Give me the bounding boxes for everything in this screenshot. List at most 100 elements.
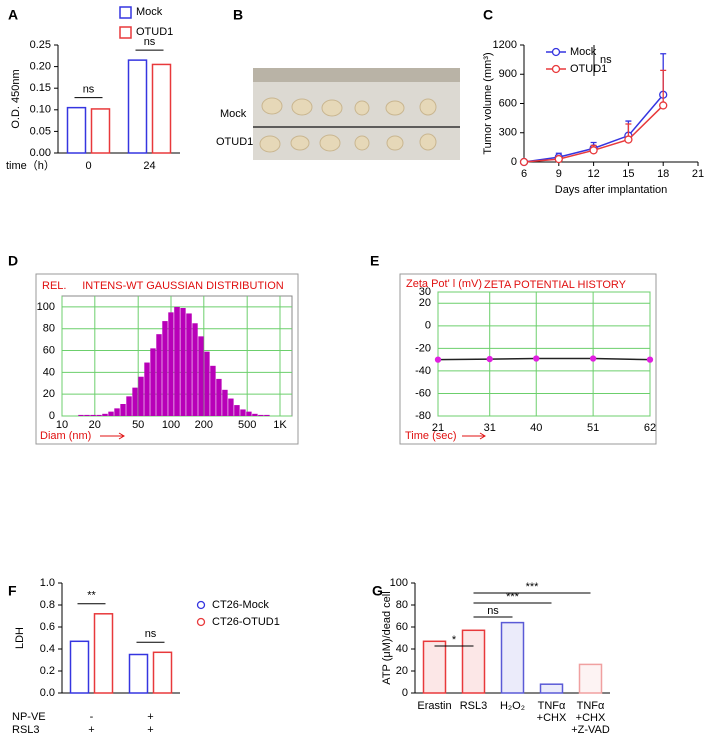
y-tick-label: 80 (43, 323, 55, 335)
y-tick-label: -80 (415, 410, 431, 422)
y-tick-label: 0 (402, 687, 408, 699)
label: Days after implantation (555, 184, 668, 196)
y-tick-label: -40 (415, 365, 431, 377)
y-axis-label: O.D. 450nm (10, 69, 22, 128)
bar (180, 308, 186, 416)
label: +Z-VAD (571, 724, 610, 736)
label: ns (145, 628, 157, 640)
y-tick-label: 0.10 (30, 104, 51, 116)
y-tick-label: 600 (499, 97, 517, 109)
row-label: Mock (220, 108, 247, 120)
legend-label: Mock (136, 6, 163, 18)
point (554, 154, 563, 164)
bar (174, 306, 180, 416)
bar (90, 414, 96, 416)
bar (93, 613, 114, 694)
y-tick-label: 0.25 (30, 39, 51, 51)
label: Diam (nm) (40, 430, 91, 442)
y-axis-label: Tumor volume (mm³) (482, 52, 494, 154)
legend-marker (551, 47, 561, 57)
bar (127, 59, 148, 154)
bar (120, 404, 126, 416)
panel-label: F (8, 583, 17, 599)
point (434, 356, 442, 363)
bar (198, 336, 204, 416)
legend-label: Mock (570, 46, 597, 58)
legend-label: CT26-Mock (212, 599, 269, 611)
bar (156, 334, 162, 416)
label: ns (487, 605, 499, 617)
plot-area (437, 291, 651, 417)
bar (102, 413, 108, 416)
x-tick-label: 18 (657, 168, 669, 180)
y-tick-label: 0.8 (40, 599, 55, 611)
panel-label: B (233, 7, 243, 23)
label: ns (144, 36, 156, 48)
label: 0 (85, 160, 91, 172)
point (486, 355, 493, 363)
bar (114, 408, 120, 416)
x-tick-label: 21 (432, 422, 444, 434)
bar (264, 414, 270, 416)
legend-swatch (119, 26, 132, 39)
bar (151, 63, 172, 154)
x-tick-label: 21 (692, 168, 704, 180)
y-tick-label: 0.20 (30, 61, 51, 73)
label: ZETA POTENTIAL HISTORY (484, 279, 627, 291)
label: Erastin (417, 700, 451, 712)
bar (240, 409, 246, 416)
bar (210, 365, 216, 416)
point (589, 146, 598, 155)
y-tick-label: 20 (43, 388, 55, 400)
bar (144, 362, 150, 416)
panel-frame (399, 273, 657, 445)
bar (69, 640, 90, 694)
bar (186, 313, 192, 416)
label: +CHX (576, 712, 606, 724)
bar (228, 398, 234, 416)
bar (258, 414, 264, 416)
label: ns (600, 54, 612, 66)
bar (108, 411, 114, 416)
point (624, 135, 633, 144)
legend-label: CT26-OTUD1 (212, 616, 280, 628)
x-tick-label: 50 (132, 419, 144, 431)
y-tick-label: 0.2 (40, 665, 55, 677)
bar (132, 387, 138, 416)
point (646, 356, 654, 363)
x-tick-label: 100 (162, 419, 180, 431)
bar (168, 312, 174, 416)
label: *** (506, 591, 520, 603)
bar (126, 396, 132, 416)
y-tick-label: 0 (49, 410, 55, 422)
x-tick-label: 9 (556, 168, 562, 180)
bar (96, 414, 102, 416)
y-tick-label: 0 (511, 156, 517, 168)
label: + (88, 724, 94, 736)
point (533, 355, 540, 362)
bar (216, 378, 222, 416)
point (589, 355, 597, 362)
bar (90, 108, 111, 154)
panel-label: G (372, 583, 383, 599)
y-tick-label: -20 (415, 342, 431, 354)
y-axis-label: LDH (14, 627, 26, 649)
y-tick-label: 0 (425, 320, 431, 332)
y-tick-label: 30 (419, 286, 431, 298)
label: REL. (42, 280, 66, 292)
label: RSL3 (460, 700, 488, 712)
label: +CHX (537, 712, 567, 724)
y-tick-label: 1200 (493, 39, 517, 51)
legend-swatch (119, 6, 132, 19)
label: INTENS-WT GAUSSIAN DISTRIBUTION (82, 280, 284, 292)
label: TNFα (577, 700, 605, 712)
y-tick-label: 20 (419, 297, 431, 309)
x-tick-label: 6 (521, 168, 527, 180)
label: Time (sec) (405, 430, 457, 442)
y-tick-label: 20 (396, 665, 408, 677)
legend-marker (551, 64, 561, 74)
x-tick-label: 51 (587, 422, 599, 434)
bar (192, 323, 198, 416)
bar (234, 405, 240, 416)
bar (138, 376, 144, 416)
